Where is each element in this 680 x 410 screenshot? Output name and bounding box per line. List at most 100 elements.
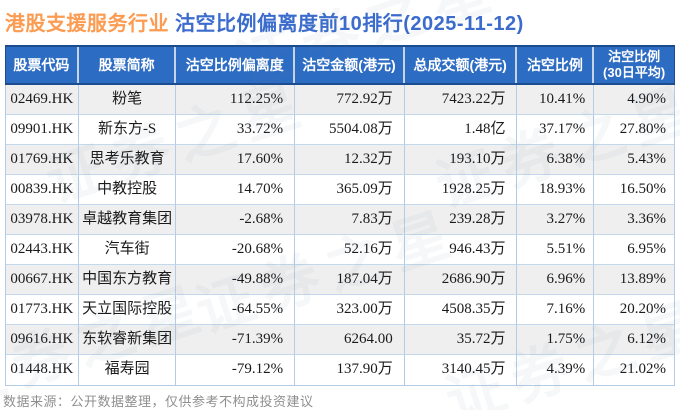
table-row: 02469.HK 粉笔 112.25% 772.92万 7423.22万 10.41% 4.… [6,85,675,115]
cell-name: 中国东方教育 [78,265,177,295]
table-row: 00839.HK 中教控股 14.70% 365.09万 1928.25万 18.93% 1… [6,175,675,205]
column-header-label: 沽空比例偏离度 [185,56,284,73]
column-header-label: 股票简称 [98,56,155,73]
table-body: 02469.HK 粉笔 112.25% 772.92万 7423.22万 10.41% 4.… [5,85,675,386]
column-header-label-line2: (30日平均) [603,65,666,80]
column-header-short-amount: 沽空金额(港元) [295,47,405,83]
column-header-deviation: 沽空比例偏离度 [176,47,296,83]
cell-short_ratio_30d: 21.02% [619,361,667,377]
cell-turnover: 3140.45万 [405,355,518,385]
cell-name: 汽车街 [78,235,177,265]
cell-name: 思考乐教育 [78,145,177,175]
column-header-short-ratio-30d: 沽空比例 (30日平均) [594,47,674,83]
cell-short_amount: 52.16万 [295,235,405,265]
cell-name: 卓越教育集团 [78,205,177,235]
table-row: 00667.HK 中国东方教育 -49.88% 187.04万 2686.90万 6.96… [6,265,675,295]
column-header-label: 沽空金额(港元) [302,56,396,73]
table-row: 09616.HK 东软睿新集团 -71.39% 6264.00 35.72万 1.75% 6… [6,325,675,355]
cell-deviation: -20.68% [176,235,296,265]
cell-short_ratio_30d: 6.12% [594,325,675,355]
column-header-label: 总成交额(港元) [413,56,507,73]
cell-deviation: 112.25% [176,85,296,115]
page-title: 港股支援服务行业 沽空比例偏离度前10排行(2025-11-12) [5,7,675,36]
cell-short_ratio: 6.38% [517,145,595,175]
cell-name: 福寿园 [79,355,177,385]
cell-short_amount: 323.00万 [295,295,405,325]
cell-short_ratio: 4.39% [517,355,595,385]
cell-short_amount: 7.83万 [295,205,405,235]
cell-short_ratio_30d: 5.43% [594,145,675,175]
cell-code: 01773.HK [6,295,79,325]
table-row: 09901.HK 新东方-S 33.72% 5504.08万 1.48亿 37.17% 27… [6,115,675,145]
cell-short_ratio: 10.41% [517,85,595,115]
cell-deviation: -49.88% [176,265,296,295]
cell-short_amount: 137.90万 [295,355,405,385]
cell-name: 粉笔 [78,85,177,115]
cell-deviation: 33.72% [176,115,296,145]
cell-short_amount: 187.04万 [295,265,405,295]
cell-name: 新东方-S [78,115,177,145]
column-header-stock-code: 股票代码 [6,47,79,83]
cell-code: 09616.HK [6,325,79,355]
column-header-label: 沽空比例 [608,49,661,65]
column-header-label: 沽空比例 [526,56,583,73]
cell-code: 01769.HK [6,145,79,175]
cell-turnover: 946.43万 [404,235,518,265]
cell-deviation: -71.39% [176,325,296,355]
cell-short_ratio: 5.51% [517,235,595,265]
cell-short_ratio_30d: 13.89% [594,265,675,295]
cell-short_ratio: 37.17% [517,115,595,145]
table-row: 01773.HK 天立国际控股 -64.55% 323.00万 4508.35万 7.16… [6,295,675,325]
cell-code: 02443.HK [6,235,79,265]
column-header-stock-name: 股票简称 [79,47,177,83]
cell-name: 天立国际控股 [78,295,177,325]
column-header-short-ratio: 沽空比例 [517,47,595,83]
cell-turnover: 7423.22万 [404,85,518,115]
cell-deviation: -79.12% [176,355,296,385]
title-main: 沽空比例偏离度前10排行(2025-11-12) [175,13,524,35]
cell-code: 00839.HK [6,175,79,205]
cell-code: 03978.HK [6,205,79,235]
cell-short_ratio: 18.93% [517,175,595,205]
cell-short_ratio: 6.96% [517,265,595,295]
cell-turnover: 4508.35万 [404,295,518,325]
table-header: 股票代码 股票简称 沽空比例偏离度 沽空金额(港元) 总成交额(港元) 沽空比例… [5,45,675,85]
table-row: 03978.HK 卓越教育集团 -2.68% 7.83万 239.28万 3.27% 3.3… [6,205,675,235]
cell-turnover: 239.28万 [404,205,518,235]
cell-short_ratio_30d: 20.20% [594,295,675,325]
cell-code: 01448.HK [6,355,79,385]
cell-code: 00667.HK [6,265,79,295]
cell-short_amount: 772.92万 [295,85,405,115]
title-industry: 港股支援服务行业 [5,13,169,35]
cell-short_amount: 5504.08万 [295,115,405,145]
cell-short_ratio: 3.27% [517,205,595,235]
column-header-turnover: 总成交额(港元) [405,47,518,83]
cell-deviation: -64.55% [176,295,296,325]
cell-short_ratio: 7.16% [517,295,595,325]
cell-deviation: -2.68% [176,205,296,235]
cell-turnover: 2686.90万 [404,265,518,295]
cell-turnover: 193.10万 [404,145,518,175]
cell-short_amount: 12.32万 [295,145,405,175]
cell-code: 09901.HK [6,115,79,145]
cell-turnover: 35.72万 [404,325,518,355]
column-header-label: 股票代码 [13,56,70,73]
cell-code: 02469.HK [6,85,79,115]
cell-short_ratio_30d: 3.36% [594,205,675,235]
cell-short_ratio_30d: 6.95% [594,235,675,265]
cell-short_amount: 6264.00 [295,325,405,355]
table-row: 01769.HK 思考乐教育 17.60% 12.32万 193.10万 6.38% 5.4… [6,145,675,175]
table-row: 02443.HK 汽车街 -20.68% 52.16万 946.43万 5.51% 6.95… [6,235,675,265]
cell-name: 东软睿新集团 [78,325,177,355]
cell-turnover: 1928.25万 [404,175,518,205]
cell-short_ratio_30d: 4.90% [594,85,675,115]
cell-short_ratio: 1.75% [517,325,595,355]
cell-short_ratio_30d: 16.50% [594,175,675,205]
cell-deviation: 17.60% [176,145,296,175]
short-selling-table: 股票代码 股票简称 沽空比例偏离度 沽空金额(港元) 总成交额(港元) 沽空比例… [5,45,675,386]
cell-short_amount: 365.09万 [295,175,405,205]
cell-name: 中教控股 [78,175,177,205]
cell-short_ratio_30d: 27.80% [594,115,675,145]
data-source-note: 数据来源：公开数据整理，仅供参考不构成投资建议 [3,394,314,409]
table-row: 01448.HK 福寿园 -79.12% 137.90万 3140.45万 4.39% 21… [6,355,674,385]
